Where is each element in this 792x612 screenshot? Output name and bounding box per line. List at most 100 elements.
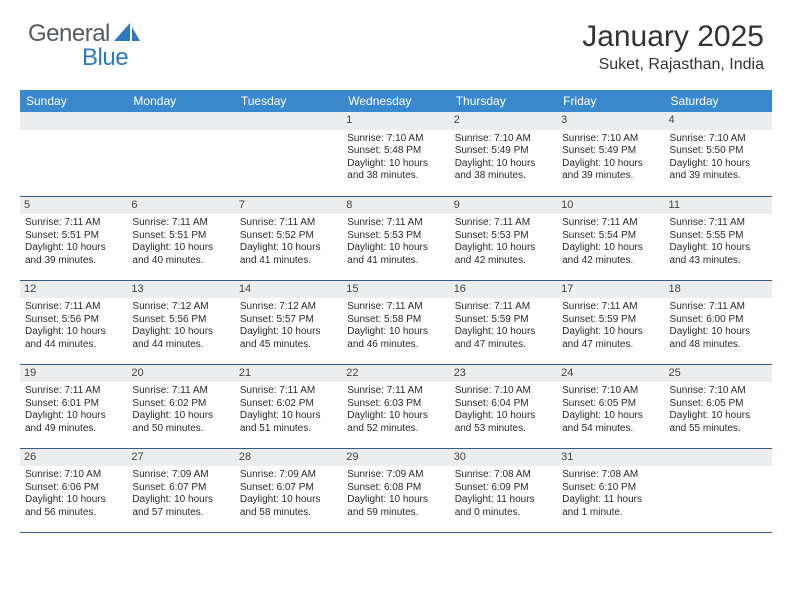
- week-row: 19Sunrise: 7:11 AMSunset: 6:01 PMDayligh…: [20, 364, 772, 448]
- day-cell: 14Sunrise: 7:12 AMSunset: 5:57 PMDayligh…: [235, 280, 342, 364]
- sunrise-line: Sunrise: 7:10 AM: [562, 385, 659, 398]
- sunset-line: Sunset: 6:01 PM: [25, 398, 122, 411]
- dow-cell: Monday: [127, 90, 234, 112]
- daylight-line: Daylight: 10 hours and 58 minutes.: [240, 494, 337, 519]
- day-number: 17: [557, 281, 664, 299]
- sunset-line: Sunset: 5:56 PM: [25, 314, 122, 327]
- day-cell: 19Sunrise: 7:11 AMSunset: 6:01 PMDayligh…: [20, 364, 127, 448]
- daylight-line: Daylight: 10 hours and 43 minutes.: [670, 242, 767, 267]
- sunset-line: Sunset: 5:59 PM: [562, 314, 659, 327]
- sunrise-line: Sunrise: 7:11 AM: [25, 385, 122, 398]
- day-number: 19: [20, 365, 127, 383]
- day-number: 8: [342, 197, 449, 215]
- sunset-line: Sunset: 5:49 PM: [455, 145, 552, 158]
- logo-row2: Blue: [28, 44, 128, 72]
- sunrise-line: Sunrise: 7:12 AM: [132, 301, 229, 314]
- day-cell: 13Sunrise: 7:12 AMSunset: 5:56 PMDayligh…: [127, 280, 234, 364]
- sunset-line: Sunset: 6:07 PM: [240, 482, 337, 495]
- day-cell: 17Sunrise: 7:11 AMSunset: 5:59 PMDayligh…: [557, 280, 664, 364]
- dow-cell: Tuesday: [235, 90, 342, 112]
- daylight-line: Daylight: 10 hours and 38 minutes.: [347, 158, 444, 183]
- daylight-line: Daylight: 10 hours and 45 minutes.: [240, 326, 337, 351]
- day-number: 30: [450, 449, 557, 467]
- day-cell: 4Sunrise: 7:10 AMSunset: 5:50 PMDaylight…: [665, 112, 772, 196]
- sunrise-line: Sunrise: 7:10 AM: [25, 469, 122, 482]
- day-cell: 9Sunrise: 7:11 AMSunset: 5:53 PMDaylight…: [450, 196, 557, 280]
- sunrise-line: Sunrise: 7:11 AM: [132, 385, 229, 398]
- day-number-empty: [665, 449, 772, 467]
- sunset-line: Sunset: 5:49 PM: [562, 145, 659, 158]
- day-number: 28: [235, 449, 342, 467]
- day-number: 4: [665, 112, 772, 130]
- daylight-line: Daylight: 11 hours and 1 minute.: [562, 494, 659, 519]
- day-cell: 20Sunrise: 7:11 AMSunset: 6:02 PMDayligh…: [127, 364, 234, 448]
- sunrise-line: Sunrise: 7:09 AM: [132, 469, 229, 482]
- dow-cell: Saturday: [665, 90, 772, 112]
- day-cell: 22Sunrise: 7:11 AMSunset: 6:03 PMDayligh…: [342, 364, 449, 448]
- day-number: 24: [557, 365, 664, 383]
- sunset-line: Sunset: 6:05 PM: [670, 398, 767, 411]
- sunset-line: Sunset: 5:54 PM: [562, 230, 659, 243]
- sunrise-line: Sunrise: 7:10 AM: [670, 385, 767, 398]
- logo-text-blue: Blue: [82, 44, 128, 72]
- daylight-line: Daylight: 10 hours and 56 minutes.: [25, 494, 122, 519]
- dow-cell: Thursday: [450, 90, 557, 112]
- day-cell: 15Sunrise: 7:11 AMSunset: 5:58 PMDayligh…: [342, 280, 449, 364]
- title-block: January 2025 Suket, Rajasthan, India: [582, 20, 764, 74]
- day-number: 18: [665, 281, 772, 299]
- day-number: 2: [450, 112, 557, 130]
- daylight-line: Daylight: 10 hours and 46 minutes.: [347, 326, 444, 351]
- sunrise-line: Sunrise: 7:11 AM: [670, 301, 767, 314]
- day-cell: 6Sunrise: 7:11 AMSunset: 5:51 PMDaylight…: [127, 196, 234, 280]
- sunset-line: Sunset: 5:48 PM: [347, 145, 444, 158]
- sunrise-line: Sunrise: 7:11 AM: [347, 385, 444, 398]
- day-cell: 30Sunrise: 7:08 AMSunset: 6:09 PMDayligh…: [450, 448, 557, 532]
- sunrise-line: Sunrise: 7:11 AM: [347, 301, 444, 314]
- sunset-line: Sunset: 5:51 PM: [25, 230, 122, 243]
- day-cell: 23Sunrise: 7:10 AMSunset: 6:04 PMDayligh…: [450, 364, 557, 448]
- day-cell: 11Sunrise: 7:11 AMSunset: 5:55 PMDayligh…: [665, 196, 772, 280]
- sunrise-line: Sunrise: 7:11 AM: [132, 217, 229, 230]
- day-number: 3: [557, 112, 664, 130]
- sunrise-line: Sunrise: 7:10 AM: [455, 385, 552, 398]
- day-cell: 7Sunrise: 7:11 AMSunset: 5:52 PMDaylight…: [235, 196, 342, 280]
- sunset-line: Sunset: 5:55 PM: [670, 230, 767, 243]
- day-cell: 8Sunrise: 7:11 AMSunset: 5:53 PMDaylight…: [342, 196, 449, 280]
- day-number: 14: [235, 281, 342, 299]
- sunset-line: Sunset: 5:58 PM: [347, 314, 444, 327]
- day-cell: 25Sunrise: 7:10 AMSunset: 6:05 PMDayligh…: [665, 364, 772, 448]
- daylight-line: Daylight: 10 hours and 39 minutes.: [562, 158, 659, 183]
- sunset-line: Sunset: 6:06 PM: [25, 482, 122, 495]
- sunrise-line: Sunrise: 7:10 AM: [347, 133, 444, 146]
- dow-cell: Wednesday: [342, 90, 449, 112]
- day-number: 23: [450, 365, 557, 383]
- sunset-line: Sunset: 6:00 PM: [670, 314, 767, 327]
- day-number: 13: [127, 281, 234, 299]
- daylight-line: Daylight: 10 hours and 41 minutes.: [347, 242, 444, 267]
- day-cell: 28Sunrise: 7:09 AMSunset: 6:07 PMDayligh…: [235, 448, 342, 532]
- dow-cell: Friday: [557, 90, 664, 112]
- daylight-line: Daylight: 10 hours and 59 minutes.: [347, 494, 444, 519]
- sunrise-line: Sunrise: 7:11 AM: [562, 301, 659, 314]
- sunset-line: Sunset: 6:08 PM: [347, 482, 444, 495]
- daylight-line: Daylight: 10 hours and 41 minutes.: [240, 242, 337, 267]
- day-number: 26: [20, 449, 127, 467]
- day-number: 1: [342, 112, 449, 130]
- daylight-line: Daylight: 10 hours and 48 minutes.: [670, 326, 767, 351]
- day-number: 6: [127, 197, 234, 215]
- day-cell: 10Sunrise: 7:11 AMSunset: 5:54 PMDayligh…: [557, 196, 664, 280]
- day-number: 21: [235, 365, 342, 383]
- daylight-line: Daylight: 10 hours and 52 minutes.: [347, 410, 444, 435]
- sunrise-line: Sunrise: 7:11 AM: [347, 217, 444, 230]
- day-cell: 18 Sunrise: 7:11 AMSunset: 6:00 PMDayligh…: [665, 280, 772, 364]
- day-cell: [235, 112, 342, 196]
- day-number: 22: [342, 365, 449, 383]
- day-number: 9: [450, 197, 557, 215]
- daylight-line: Daylight: 10 hours and 40 minutes.: [132, 242, 229, 267]
- week-row: 5Sunrise: 7:11 AMSunset: 5:51 PMDaylight…: [20, 196, 772, 280]
- week-row: 1Sunrise: 7:10 AMSunset: 5:48 PMDaylight…: [20, 112, 772, 196]
- sunset-line: Sunset: 5:50 PM: [670, 145, 767, 158]
- day-cell: 5Sunrise: 7:11 AMSunset: 5:51 PMDaylight…: [20, 196, 127, 280]
- day-number-empty: [127, 112, 234, 130]
- sunset-line: Sunset: 5:57 PM: [240, 314, 337, 327]
